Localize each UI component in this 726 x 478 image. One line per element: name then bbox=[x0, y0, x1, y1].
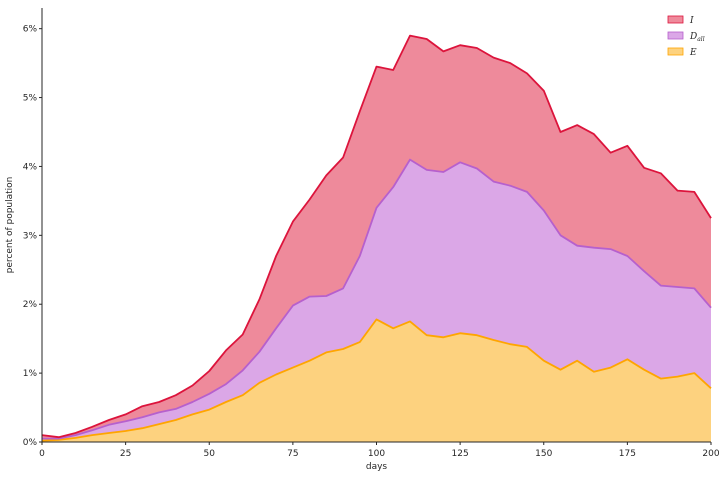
line-i bbox=[41, 34, 712, 439]
x-tick-label: 25 bbox=[120, 449, 131, 459]
x-tick-label: 125 bbox=[452, 449, 469, 459]
x-tick-label: 50 bbox=[204, 449, 216, 459]
x-tick-label: 200 bbox=[702, 449, 719, 459]
x-axis-ticks: 0 25 50 75 100 125 150 175 200 bbox=[39, 442, 720, 459]
y-tick-label: 3% bbox=[23, 231, 38, 241]
y-tick-label: 6% bbox=[23, 25, 38, 35]
x-tick-label: 75 bbox=[287, 449, 298, 459]
legend-swatch bbox=[667, 31, 684, 40]
legend: I Dall E bbox=[667, 15, 705, 58]
legend-label: Dall bbox=[689, 32, 705, 43]
line-e bbox=[41, 318, 712, 442]
x-tick-label: 150 bbox=[535, 449, 552, 459]
x-tick-label: 0 bbox=[39, 449, 45, 459]
area-e bbox=[42, 319, 711, 442]
legend-swatch bbox=[667, 47, 684, 56]
legend-label: I bbox=[689, 16, 694, 26]
y-axis-label: percent of population bbox=[5, 177, 15, 274]
legend-label: E bbox=[689, 48, 697, 58]
x-tick-label: 100 bbox=[368, 449, 385, 459]
legend-swatch bbox=[667, 15, 684, 24]
x-tick-label: 175 bbox=[619, 449, 636, 459]
area-d-all bbox=[42, 159, 711, 441]
y-tick-label: 5% bbox=[23, 94, 38, 104]
y-tick-label: 1% bbox=[23, 369, 38, 379]
series-lines bbox=[41, 34, 712, 442]
y-axis-ticks: 0% 1% 2% 3% 4% 5% 6% bbox=[23, 25, 42, 448]
y-tick-label: 4% bbox=[23, 162, 38, 172]
y-tick-label: 2% bbox=[23, 300, 38, 310]
area-layers bbox=[42, 35, 711, 442]
area-i bbox=[42, 35, 711, 439]
line-d-all bbox=[42, 158, 712, 440]
y-tick-label: 0% bbox=[23, 438, 38, 448]
x-axis-label: days bbox=[366, 462, 388, 472]
